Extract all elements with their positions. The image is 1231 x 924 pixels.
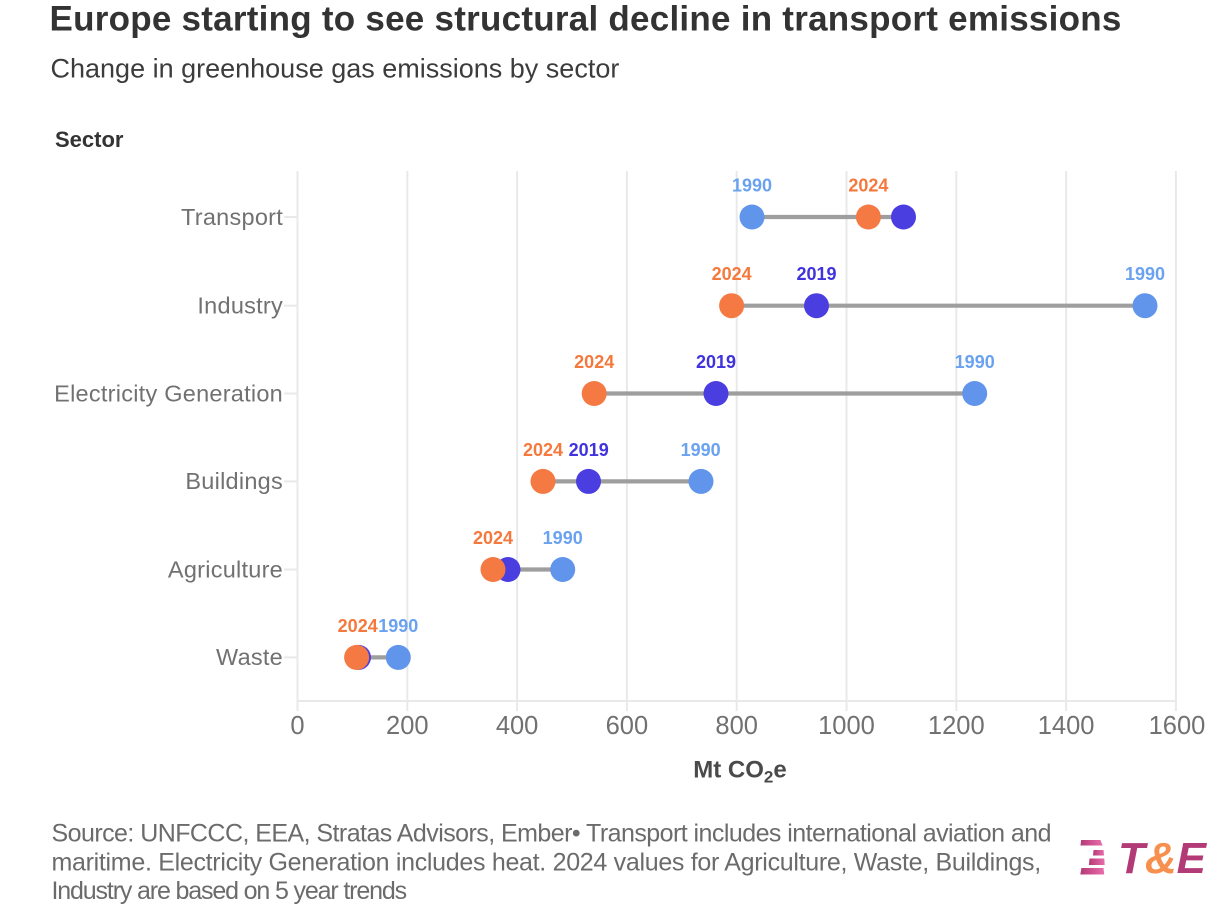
svg-text:1200: 1200 bbox=[928, 712, 985, 740]
svg-text:2019: 2019 bbox=[696, 352, 736, 372]
svg-text:Source: UNFCCC, EEA, Stratas A: Source: UNFCCC, EEA, Stratas Advisors, E… bbox=[52, 820, 1051, 848]
svg-text:2024: 2024 bbox=[712, 264, 752, 284]
svg-text:Europe starting to see structu: Europe starting to see structural declin… bbox=[50, 0, 1122, 39]
svg-text:1990: 1990 bbox=[681, 440, 721, 460]
svg-text:maritime. Electricity Generati: maritime. Electricity Generation include… bbox=[52, 849, 1041, 877]
svg-text:0: 0 bbox=[290, 712, 304, 740]
svg-text:1990: 1990 bbox=[955, 352, 995, 372]
svg-text:1990: 1990 bbox=[1125, 264, 1165, 284]
svg-text:1000: 1000 bbox=[818, 712, 875, 740]
svg-text:1990: 1990 bbox=[543, 528, 583, 548]
svg-text:200: 200 bbox=[386, 712, 429, 740]
svg-text:2024: 2024 bbox=[473, 528, 513, 548]
svg-text:2024: 2024 bbox=[523, 440, 563, 460]
svg-text:Change in greenhouse gas emiss: Change in greenhouse gas emissions by se… bbox=[51, 54, 620, 84]
svg-text:Electricity Generation: Electricity Generation bbox=[54, 380, 283, 406]
svg-text:400: 400 bbox=[496, 712, 539, 740]
svg-text:2024: 2024 bbox=[574, 352, 614, 372]
svg-text:1600: 1600 bbox=[1149, 712, 1206, 740]
svg-text:1990: 1990 bbox=[378, 616, 418, 636]
svg-text:1400: 1400 bbox=[1038, 712, 1095, 740]
svg-text:Waste: Waste bbox=[216, 644, 283, 670]
svg-text:2024: 2024 bbox=[848, 175, 888, 195]
svg-text:Transport: Transport bbox=[181, 204, 283, 230]
svg-text:Industry are based on 5 year t: Industry are based on 5 year trends bbox=[52, 877, 407, 905]
svg-text:Mt CO2e: Mt CO2e bbox=[693, 757, 786, 787]
svg-text:800: 800 bbox=[715, 712, 758, 740]
svg-text:Sector: Sector bbox=[55, 127, 124, 152]
svg-text:Buildings: Buildings bbox=[185, 468, 283, 494]
svg-text:2019: 2019 bbox=[796, 264, 836, 284]
svg-text:Industry: Industry bbox=[197, 293, 283, 319]
svg-text:600: 600 bbox=[606, 712, 649, 740]
svg-text:2019: 2019 bbox=[569, 440, 609, 460]
svg-text:T&E: T&E bbox=[1118, 834, 1208, 883]
svg-text:Agriculture: Agriculture bbox=[168, 556, 283, 582]
svg-text:2024: 2024 bbox=[338, 616, 378, 636]
svg-text:1990: 1990 bbox=[732, 175, 772, 195]
